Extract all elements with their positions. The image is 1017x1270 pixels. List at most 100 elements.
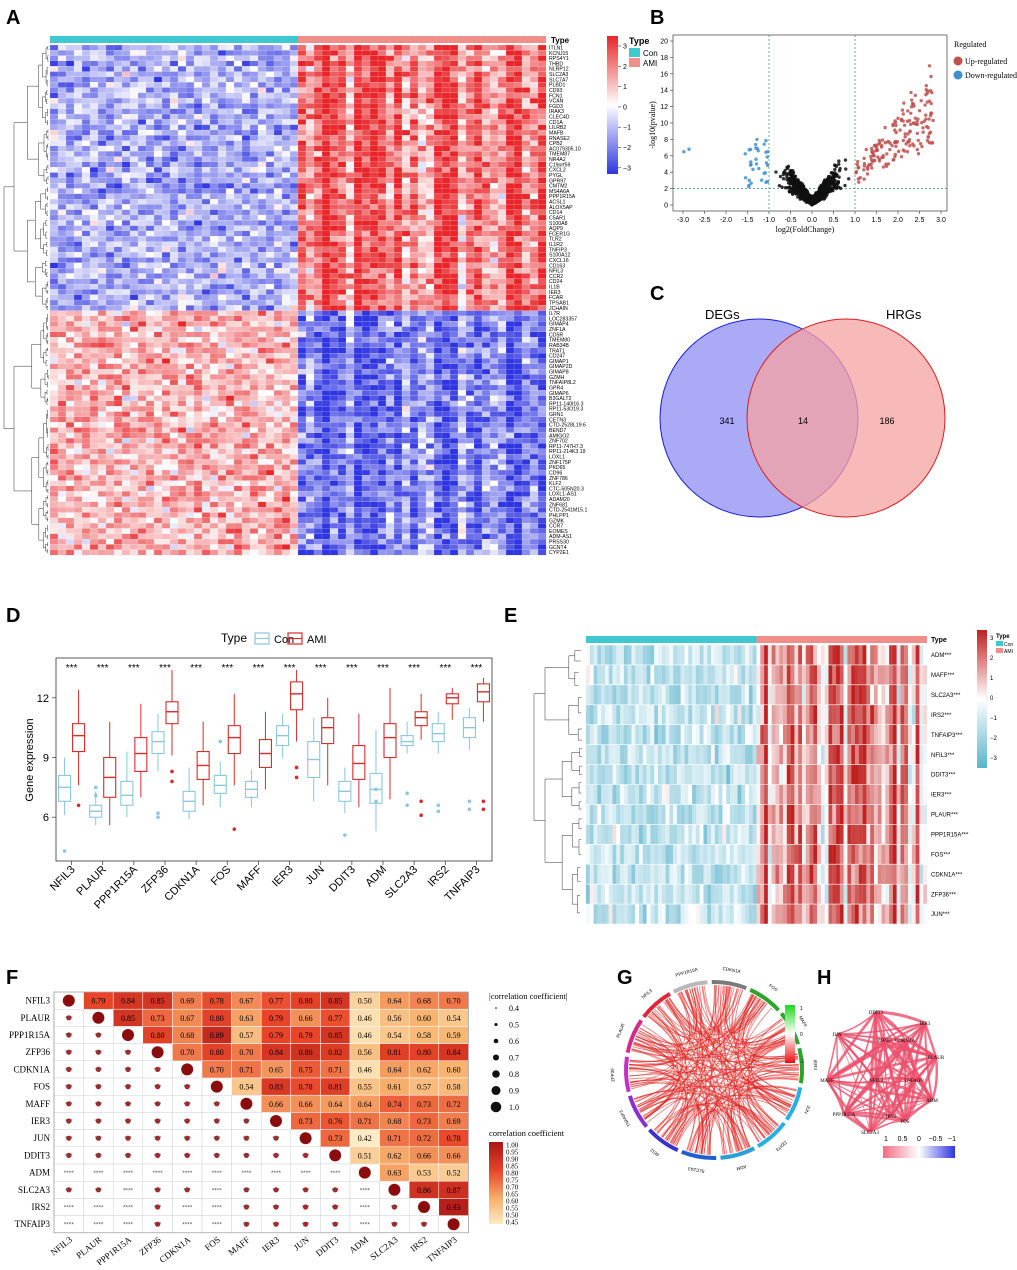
heatmap-a-cell [321,241,331,248]
heatmap-a-cell [377,459,387,465]
heatmap-a-cell [361,55,371,62]
heatmap-a-cell [465,459,475,465]
heatmap-a-cell [361,246,371,253]
heatmap-a-cell [105,71,115,78]
heatmap-a-cell [169,289,179,295]
heatmap-a-cell [497,305,507,311]
heatmap-a-cell [377,299,387,306]
heatmap-a-cell [113,331,123,338]
heatmap-a-cell [169,358,179,364]
heatmap-a-cell [65,294,75,301]
heatmap-a-cell [345,236,355,242]
heatmap-a-cell [457,283,467,290]
heatmap-a-cell [281,55,291,62]
heatmap-a-cell [393,87,403,93]
heatmap-a-cell [537,416,547,423]
heatmap-a-cell [257,225,267,232]
heatmap-a-cell [449,66,459,72]
heatmap-a-cell [233,108,243,115]
heatmap-a-cell [121,310,131,317]
heatmap-a-cell [529,443,539,449]
heatmap-a-cell [105,347,115,354]
heatmap-a-cell [217,230,227,237]
heatmap-a-cell [537,103,547,109]
heatmap-a-cell [209,193,219,200]
heatmap-a-cell [49,278,59,285]
heatmap-a-cell [217,299,227,306]
heatmap-a-cell [385,400,395,407]
heatmap-a-cell [473,188,483,194]
heatmap-a-cell [73,44,83,51]
heatmap-a-cell [417,262,427,269]
heatmap-a-cell [377,427,387,433]
heatmap-a-cell [457,113,467,120]
heatmap-a-cell [121,374,131,380]
heatmap-a-cell [305,44,315,51]
heatmap-a-cell [105,469,115,476]
heatmap-a-cell [361,305,371,311]
heatmap-a-cell [505,60,515,67]
heatmap-a-cell [385,82,395,88]
heatmap-a-cell [273,438,283,444]
heatmap-a-cell [361,50,371,56]
heatmap-a-cell [81,60,91,67]
heatmap-a-cell [321,103,331,109]
heatmap-a-cell [289,464,299,471]
heatmap-a-cell [529,315,539,322]
heatmap-a-cell [513,214,523,221]
heatmap-a-cell [97,289,107,295]
heatmap-a-cell [385,395,395,402]
heatmap-a-cell [481,331,491,338]
heatmap-a-cell [433,310,443,317]
heatmap-a-cell [105,161,115,168]
heatmap-a-cell [353,66,363,72]
heatmap-a-cell [201,384,211,391]
heatmap-a-cell [353,453,363,460]
heatmap-a-cell [449,268,459,274]
heatmap-a-cell [321,55,331,62]
heatmap-a-cell [529,448,539,455]
heatmap-a-cell [241,427,251,433]
heatmap-a-cell [353,129,363,136]
heatmap-a-cell [385,124,395,131]
heatmap-a-cell [129,204,139,210]
heatmap-a-cell [137,379,147,386]
heatmap-a-cell [345,76,355,83]
heatmap-a-cell [217,119,227,125]
heatmap-a-cell [113,347,123,354]
heatmap-a-cell [153,220,163,226]
heatmap-a-cell [417,257,427,263]
heatmap-a-cell [441,198,451,205]
heatmap-a-cell [145,384,155,391]
heatmap-a-cell [385,220,395,226]
heatmap-a-cell [321,92,331,99]
heatmap-a-cell [57,87,67,93]
heatmap-a-cell [449,400,459,407]
heatmap-a-cell [289,400,299,407]
heatmap-a-cell [265,188,275,194]
heatmap-a-cell [297,268,307,274]
heatmap-a-cell [289,177,299,184]
heatmap-a-cell [161,252,171,258]
heatmap-a-cell [361,379,371,386]
heatmap-a-cell [265,289,275,295]
heatmap-a-cell [97,103,107,109]
heatmap-a-cell [417,422,427,428]
heatmap-a-cell [121,60,131,67]
heatmap-a-cell [105,368,115,375]
heatmap-a-cell [217,167,227,173]
heatmap-a-cell [393,252,403,258]
heatmap-a-cell [225,305,235,311]
heatmap-a-cell [409,220,419,226]
heatmap-a-cell [449,464,459,471]
heatmap-a-cell [425,198,435,205]
heatmap-a-cell [409,156,419,163]
heatmap-a-cell [425,220,435,226]
heatmap-a-cell [481,98,491,104]
heatmap-a-cell [537,82,547,88]
heatmap-a-cell [513,384,523,391]
heatmap-a-cell [513,432,523,439]
heatmap-a-cell [425,400,435,407]
heatmap-a-cell [489,326,499,333]
heatmap-a-cell [337,246,347,253]
